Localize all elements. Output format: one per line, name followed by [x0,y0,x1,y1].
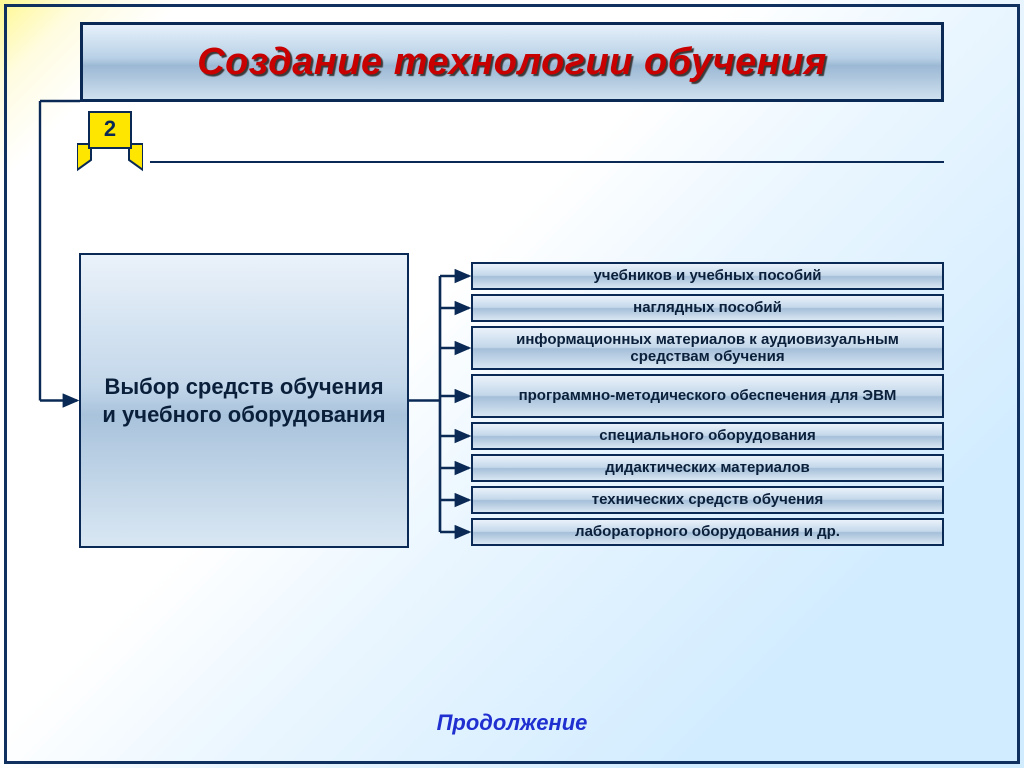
item-label: программно-методического обеспечения для… [519,387,897,404]
items-column: учебников и учебных пособий наглядных пос… [471,262,944,550]
title-text: Создание технологии обучения [197,41,827,84]
item-label: информационных материалов к аудиовизуаль… [487,331,928,366]
divider-line [150,161,944,163]
main-box: Выбор средств обучения и учебного оборуд… [79,253,409,548]
item-label: технических средств обучения [592,491,823,508]
item-box: программно-методического обеспечения для… [471,374,944,418]
item-box: информационных материалов к аудиовизуаль… [471,326,944,370]
item-box: наглядных пособий [471,294,944,322]
footer-text: Продолжение [0,710,1024,736]
item-box: технических средств обучения [471,486,944,514]
badge-number: 2 [77,116,143,142]
item-box: лабораторного оборудования и др. [471,518,944,546]
item-box: учебников и учебных пособий [471,262,944,290]
item-box: дидактических материалов [471,454,944,482]
item-label: дидактических материалов [605,459,810,476]
item-label: наглядных пособий [633,299,782,316]
item-box: специального оборудования [471,422,944,450]
item-label: лабораторного оборудования и др. [575,523,840,540]
item-label: специального оборудования [599,427,816,444]
title-banner: Создание технологии обучения [80,22,944,102]
main-box-label: Выбор средств обучения и учебного оборуд… [101,373,387,428]
step-badge: 2 [77,110,143,174]
item-label: учебников и учебных пособий [593,267,821,284]
